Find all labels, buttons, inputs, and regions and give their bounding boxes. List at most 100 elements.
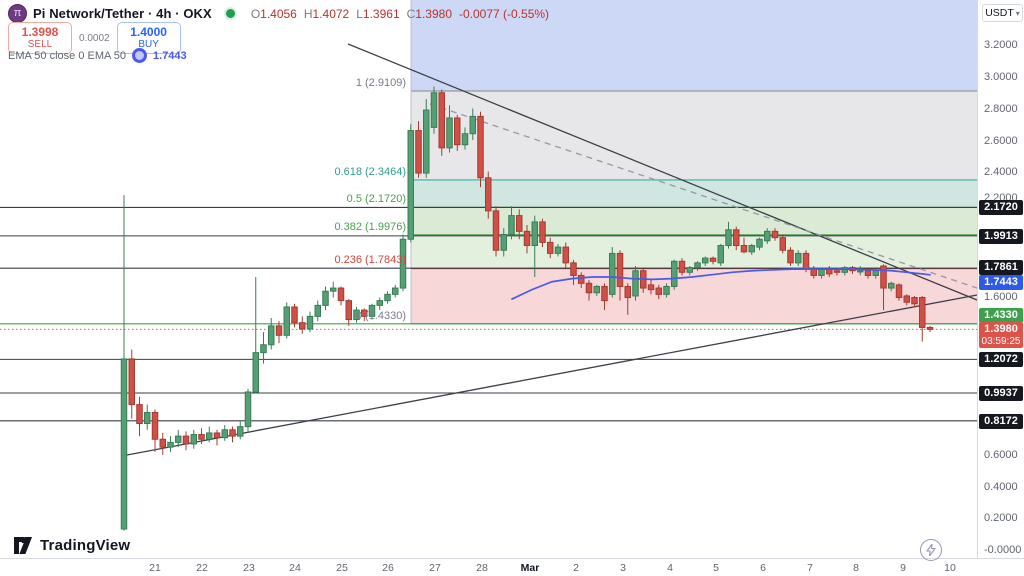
- close-label: C: [406, 6, 416, 21]
- candle-body: [376, 300, 383, 306]
- candle-body: [748, 245, 755, 253]
- time-tick-label: 3: [620, 562, 626, 574]
- high-label: H: [303, 6, 313, 21]
- fib-label-0.382: 0.382 (1.9976): [334, 220, 406, 233]
- candle-body: [423, 109, 430, 174]
- price-tick-label: -0.0000: [984, 544, 1022, 556]
- candle-body: [182, 435, 190, 445]
- candle-body: [159, 438, 166, 448]
- candle-body: [895, 284, 903, 298]
- candle-body: [213, 432, 221, 439]
- bar-countdown: 03:59:25: [981, 336, 1021, 347]
- price-tick-label: 2.4000: [984, 166, 1018, 178]
- candle-body: [244, 391, 252, 428]
- candle-body: [260, 344, 267, 354]
- sell-button[interactable]: 1.3998 SELL: [8, 22, 72, 54]
- candle-body: [353, 309, 360, 321]
- ema50-line: [511, 268, 931, 300]
- market-status-dot-icon[interactable]: [223, 7, 237, 20]
- fib-zone: [411, 179, 977, 208]
- time-tick-label: 5: [713, 562, 719, 574]
- open-value: 1.4056: [260, 6, 297, 21]
- candle-body: [554, 246, 562, 254]
- candle-body: [407, 130, 414, 240]
- candle-body: [523, 230, 531, 247]
- candle-body: [547, 241, 554, 254]
- price-level-badge: 0.9937: [979, 386, 1023, 401]
- candle-body: [299, 322, 306, 330]
- time-tick-label: 23: [243, 562, 255, 574]
- candle-body: [725, 229, 732, 247]
- symbol-title[interactable]: Pi Network/Tether · 4h · OKX: [33, 6, 212, 21]
- candle-body: [779, 237, 786, 251]
- symbol-header[interactable]: π Pi Network/Tether · 4h · OKX O1.4056 H…: [8, 4, 549, 23]
- candle-body: [461, 133, 469, 146]
- tradingview-mark-icon: [14, 537, 33, 554]
- candle-body: [903, 295, 910, 303]
- candle-body: [430, 92, 438, 128]
- candle-body: [616, 252, 624, 287]
- candle-body: [570, 262, 577, 276]
- candle-body: [384, 293, 391, 302]
- time-tick-label: 7: [807, 562, 813, 574]
- candle-body: [368, 304, 376, 317]
- price-level-badge: 2.1720: [979, 200, 1023, 215]
- candle-body: [477, 115, 484, 179]
- time-tick-label: 10: [944, 562, 956, 574]
- candle-body: [593, 285, 600, 294]
- price-tick-label: 2.6000: [984, 135, 1018, 147]
- price-level-badge: 1.2072: [979, 352, 1023, 367]
- ema-indicator-name[interactable]: EMA 50 close 0 EMA 50: [8, 49, 127, 62]
- buy-price: 1.4000: [130, 24, 167, 39]
- fib-label-0.236: 0.236 (1.7843): [334, 254, 406, 267]
- candle-body: [415, 130, 422, 174]
- candle-body: [702, 257, 709, 264]
- candle-body: [601, 285, 608, 302]
- candle-body: [810, 268, 817, 276]
- tradingview-logo[interactable]: TradingView: [14, 537, 130, 554]
- candle-body: [151, 411, 159, 440]
- candle-body: [283, 306, 290, 336]
- candle-body: [198, 434, 205, 440]
- candle-body: [655, 287, 662, 295]
- ohlc-values: O1.4056 H1.4072 L1.3961 C1.3980 -0.0077 …: [251, 7, 549, 21]
- candle-body: [864, 270, 872, 276]
- open-label: O: [250, 6, 261, 21]
- candle-body: [585, 282, 593, 294]
- candle-body: [872, 270, 879, 276]
- candle-body: [857, 270, 864, 273]
- buy-button[interactable]: 1.4000 BUY: [116, 22, 181, 54]
- time-axis[interactable]: 21 22 23 24 25 26 27 28 Mar 2 3 4 5 6 7 8 9 10: [0, 558, 1024, 576]
- time-tick-label: 9: [900, 562, 906, 574]
- chevron-down-icon: ▾: [1015, 8, 1020, 18]
- candle-body: [694, 262, 701, 269]
- candle-body: [678, 260, 686, 273]
- candle-body: [322, 290, 329, 306]
- tradingview-wordmark: TradingView: [40, 537, 131, 554]
- ema-indicator-icon[interactable]: [132, 48, 148, 63]
- pi-network-logo-icon: π: [8, 4, 27, 23]
- candle-body: [647, 284, 655, 291]
- price-level-badge: 1.7861: [979, 260, 1023, 275]
- candle-body: [802, 252, 810, 270]
- candle-body: [469, 115, 476, 135]
- candle-body: [306, 315, 314, 330]
- time-tick-label: 27: [429, 562, 441, 574]
- ema-indicator-row[interactable]: EMA 50 close 0 EMA 50 1.7443: [8, 48, 187, 63]
- time-tick-label: 8: [853, 562, 859, 574]
- price-axis[interactable]: USDT ▾ 3.2000 3.0000 2.8000 2.6000 2.4000 2.2…: [977, 0, 1024, 572]
- fib-label-0: 0 (1.4330): [355, 309, 406, 322]
- lightning-bolt-button[interactable]: [920, 539, 942, 561]
- candle-body: [492, 210, 500, 251]
- candle-body: [144, 411, 151, 425]
- candle-body: [291, 306, 298, 324]
- currency-selector[interactable]: USDT ▾: [982, 4, 1023, 22]
- high-value: 1.4072: [312, 6, 350, 21]
- price-tick-label: 2.8000: [984, 103, 1018, 115]
- close-value: 1.3980: [415, 6, 452, 21]
- time-tick-label: 4: [667, 562, 673, 574]
- candle-body: [500, 234, 507, 251]
- candle-body: [787, 249, 794, 264]
- price-level-badge: 1.7443: [979, 275, 1023, 290]
